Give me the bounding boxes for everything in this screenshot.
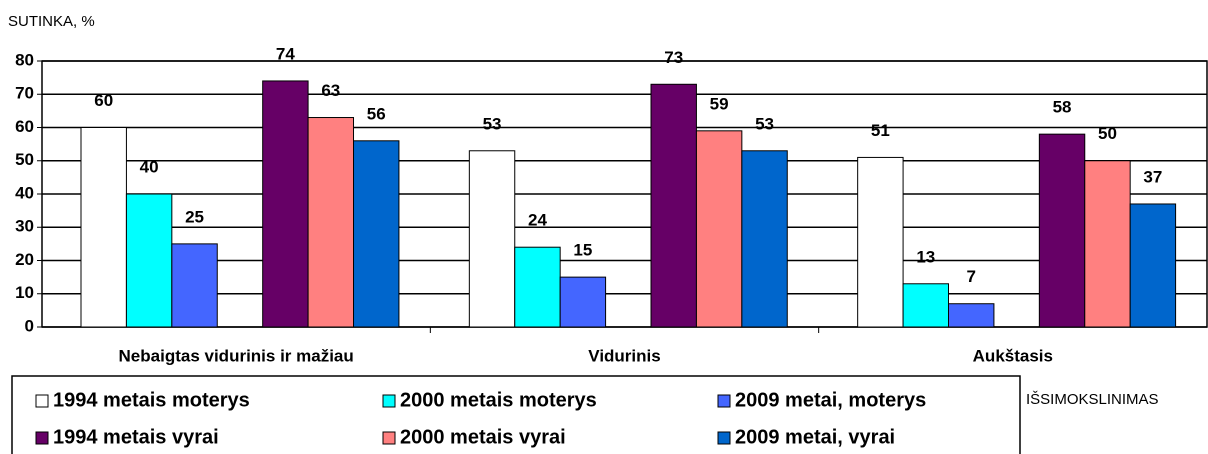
data-label: 56 — [367, 104, 386, 123]
legend-label: 1994 metais vyrai — [53, 426, 219, 448]
data-label: 59 — [710, 94, 729, 113]
legend-label: 2009 metai, moterys — [735, 389, 926, 411]
data-label: 58 — [1053, 98, 1072, 117]
y-tick-label: 80 — [15, 50, 34, 69]
legend-swatch — [382, 394, 396, 408]
data-label: 60 — [94, 91, 113, 110]
y-axis-label: SUTINKA, % — [8, 13, 95, 30]
y-tick-label: 40 — [15, 183, 34, 202]
bar — [80, 127, 127, 328]
y-tick-label: 70 — [15, 84, 34, 103]
bar — [468, 150, 516, 328]
legend-label: 1994 metais moterys — [53, 389, 250, 411]
legend-swatch — [35, 394, 49, 408]
bar — [741, 150, 788, 328]
bar — [695, 130, 743, 328]
data-label: 51 — [871, 121, 890, 140]
legend-swatch — [35, 431, 49, 445]
data-label: 25 — [185, 207, 204, 226]
bar — [650, 83, 697, 328]
legend-label: 2000 metais moterys — [400, 389, 597, 411]
data-label: 37 — [1143, 167, 1162, 186]
plot-border — [41, 60, 1208, 328]
y-tick-label: 60 — [15, 117, 34, 136]
bar — [171, 243, 218, 328]
data-label: 74 — [276, 44, 295, 63]
data-label: 40 — [140, 157, 159, 176]
bar — [902, 283, 950, 328]
bar — [262, 80, 309, 328]
bar — [857, 156, 904, 328]
legend-box — [11, 375, 1021, 454]
data-label: 63 — [321, 81, 340, 100]
data-label: 53 — [755, 114, 774, 133]
data-label: 53 — [483, 114, 502, 133]
bar — [307, 117, 355, 328]
legend-swatch — [382, 431, 396, 445]
x-tick-label: Aukštasis — [973, 346, 1053, 365]
data-label: 15 — [573, 241, 592, 260]
bar — [1038, 133, 1086, 328]
legend-swatch — [717, 394, 731, 408]
y-tick-label: 20 — [15, 250, 34, 269]
bar — [353, 140, 400, 328]
x-axis-label: IŠSIMOKSLINIMAS — [1026, 391, 1159, 408]
y-tick-label: 50 — [15, 150, 34, 169]
y-tick-label: 30 — [15, 217, 34, 236]
bar — [559, 276, 607, 328]
y-tick-label: 10 — [15, 283, 34, 302]
data-label: 7 — [966, 267, 975, 286]
bar — [948, 303, 995, 328]
y-tick-label: 0 — [25, 316, 34, 335]
x-tick-label: Nebaigtas vidurinis ir mažiau — [119, 346, 354, 365]
data-label: 24 — [528, 211, 547, 230]
legend-swatch — [717, 431, 731, 445]
bar — [514, 246, 561, 328]
data-label: 13 — [916, 247, 935, 266]
x-tick-label: Vidurinis — [588, 346, 660, 365]
data-label: 73 — [664, 48, 683, 67]
legend-label: 2000 metais vyrai — [400, 426, 566, 448]
legend-label: 2009 metai, vyrai — [735, 426, 895, 448]
bar — [1129, 203, 1177, 328]
data-label: 50 — [1098, 124, 1117, 143]
bar — [125, 193, 173, 328]
bar — [1084, 160, 1131, 328]
